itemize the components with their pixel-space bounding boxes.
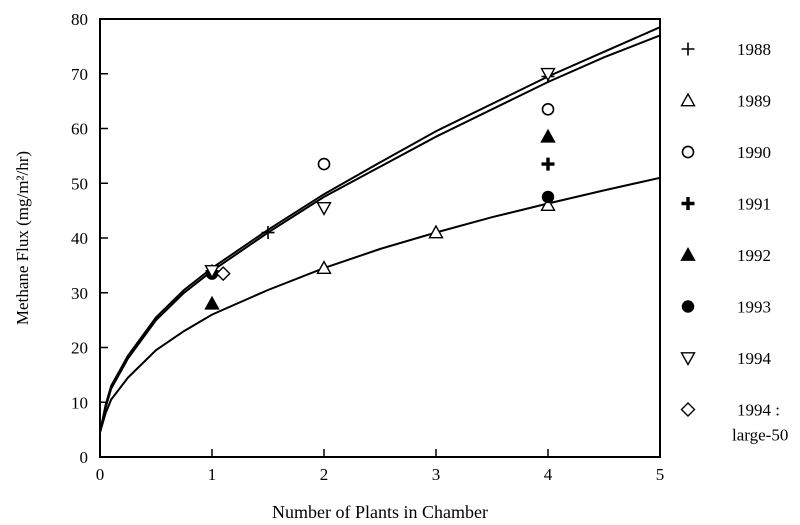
y-tick-label: 70 <box>71 65 88 84</box>
x-tick-label: 0 <box>96 465 105 484</box>
legend: 1988 1989 1990 1991 1992 1993 1994 1994 : large-… <box>680 40 788 445</box>
legend-marker-circle-filled <box>681 300 695 313</box>
legend-label: 1988 <box>737 40 771 59</box>
x-tick-label: 1 <box>208 465 217 484</box>
legend-label: large-50 <box>732 426 788 445</box>
legend-marker-plus-bold <box>681 197 695 210</box>
data-point-plus-thin <box>261 226 275 240</box>
legend-marker-triangle-up-open <box>680 92 696 107</box>
plot-frame <box>99 18 661 458</box>
legend-label: 1992 <box>737 246 771 265</box>
fit-curve <box>99 176 661 433</box>
legend-marker-circle-open <box>681 145 695 159</box>
x-tick-label: 5 <box>656 465 665 484</box>
legend-label: 1990 <box>737 143 771 162</box>
legend-marker-diamond-open <box>680 402 696 417</box>
legend-marker-triangle-down-open <box>680 352 696 366</box>
y-tick-label: 20 <box>71 339 88 358</box>
legend-label: 1989 <box>737 92 771 111</box>
data-point-circle-filled <box>541 190 555 204</box>
x-axis-label: Number of Plants in Chamber <box>272 502 488 522</box>
data-point-circle-open <box>317 157 331 171</box>
data-point-triangle-up-open <box>316 260 332 275</box>
y-axis-ticks: 0 10 20 30 40 50 60 70 80 <box>71 10 108 467</box>
data-point-circle-open <box>541 103 555 116</box>
y-tick-label: 40 <box>71 229 88 248</box>
data-point-triangle-down-open <box>204 264 220 279</box>
legend-marker-triangle-up-filled <box>680 247 696 261</box>
fit-curve <box>99 26 661 433</box>
legend-label: 1994 <box>737 349 772 368</box>
fit-curve <box>99 34 661 433</box>
x-tick-label: 2 <box>320 465 329 484</box>
data-point-plus-bold <box>541 157 555 171</box>
x-tick-label: 4 <box>544 465 553 484</box>
data-point-triangle-up-open <box>540 197 556 212</box>
y-tick-label: 30 <box>71 284 88 303</box>
data-point-triangle-up-open <box>428 224 444 239</box>
data-point-diamond-open <box>215 266 231 282</box>
data-point-triangle-up-filled <box>204 295 220 310</box>
legend-marker-plus-thin <box>681 42 695 56</box>
data-points <box>204 67 556 310</box>
y-tick-label: 50 <box>71 174 88 193</box>
y-tick-label: 60 <box>71 120 88 139</box>
data-point-triangle-down-open <box>316 201 332 216</box>
data-point-triangle-down-open <box>540 67 556 82</box>
y-tick-label: 0 <box>80 448 89 467</box>
legend-label: 1993 <box>737 298 771 317</box>
x-axis-ticks: 0 1 2 3 4 5 <box>96 449 665 484</box>
fit-curves <box>99 26 661 433</box>
y-tick-label: 10 <box>71 393 88 412</box>
x-tick-label: 3 <box>432 465 441 484</box>
data-point-triangle-up-filled <box>540 128 556 143</box>
legend-label: 1991 <box>737 195 771 214</box>
legend-label: 1994 : <box>737 401 780 420</box>
y-tick-label: 80 <box>71 10 88 29</box>
y-axis-label: Methane Flux (mg/m²/hr) <box>13 151 32 325</box>
